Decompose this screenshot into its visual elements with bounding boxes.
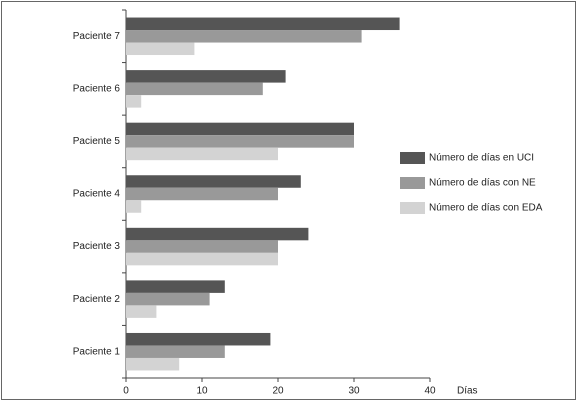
x-tick-label: 40 xyxy=(424,386,436,397)
y-tick-label: Paciente 1 xyxy=(73,346,121,357)
bar xyxy=(126,200,142,213)
bar xyxy=(126,357,180,371)
y-tick-label: Paciente 4 xyxy=(73,189,121,200)
x-tick-label: 30 xyxy=(348,386,360,397)
y-tick-label: Paciente 3 xyxy=(73,241,121,252)
bar xyxy=(126,95,142,108)
bar xyxy=(126,305,157,318)
bar xyxy=(126,42,195,56)
bar xyxy=(126,227,309,241)
legend-swatch xyxy=(400,202,425,214)
bar xyxy=(126,240,278,253)
bar xyxy=(126,187,278,201)
bar xyxy=(126,292,210,306)
legend-label: Número de días con NE xyxy=(429,178,536,189)
x-tick-label: 10 xyxy=(196,386,208,397)
bar xyxy=(126,332,271,346)
y-tick-label: Paciente 6 xyxy=(73,83,121,94)
bar xyxy=(126,17,400,31)
bar xyxy=(126,70,286,83)
bar xyxy=(126,135,354,148)
bar xyxy=(126,30,362,43)
bar xyxy=(126,175,301,188)
y-tick-label: Paciente 7 xyxy=(73,31,121,42)
bar xyxy=(126,345,225,358)
x-tick-label: 0 xyxy=(123,386,129,397)
bar xyxy=(126,82,263,96)
x-axis-label: Días xyxy=(457,386,478,397)
y-tick-label: Paciente 5 xyxy=(73,136,121,147)
legend-label: Número de días en UCI xyxy=(429,153,534,164)
legend-swatch xyxy=(400,177,425,189)
bar xyxy=(126,280,225,293)
bar xyxy=(126,122,354,136)
y-tick-label: Paciente 2 xyxy=(73,294,121,305)
legend-swatch xyxy=(400,152,425,164)
x-tick-label: 20 xyxy=(272,386,284,397)
legend-label: Número de días con EDA xyxy=(429,203,543,214)
bar xyxy=(126,147,278,161)
bar xyxy=(126,252,278,266)
